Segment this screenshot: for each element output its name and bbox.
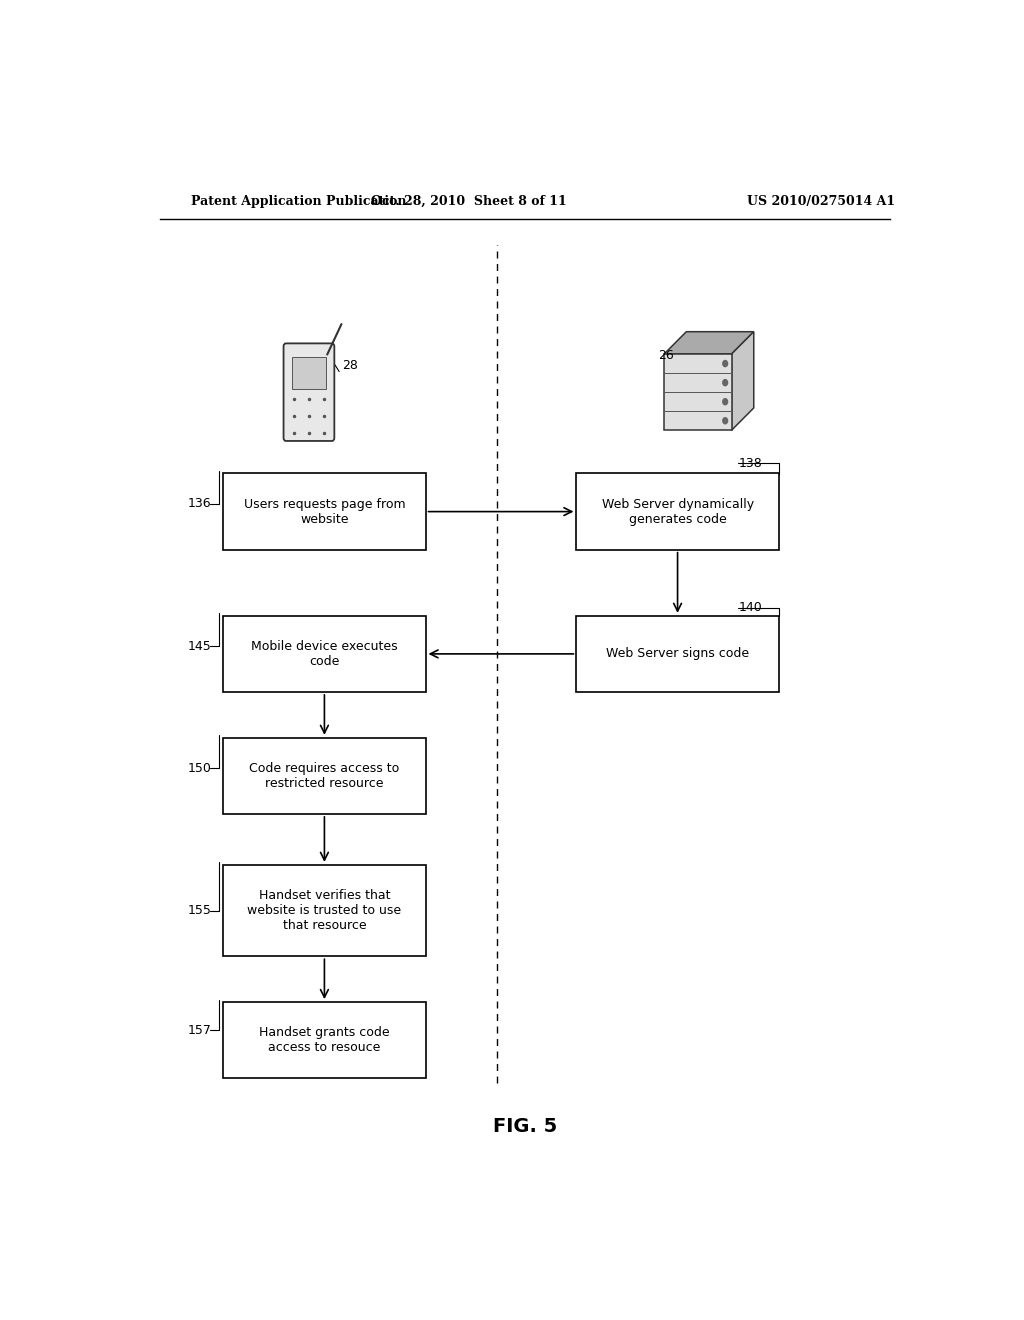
Text: FIG. 5: FIG. 5 — [493, 1117, 557, 1135]
FancyBboxPatch shape — [223, 738, 426, 814]
Text: US 2010/0275014 A1: US 2010/0275014 A1 — [748, 194, 895, 207]
Text: Code requires access to
restricted resource: Code requires access to restricted resou… — [249, 762, 399, 789]
Text: Users requests page from
website: Users requests page from website — [244, 498, 406, 525]
Text: 26: 26 — [658, 348, 674, 362]
Text: 136: 136 — [187, 498, 211, 511]
Circle shape — [723, 380, 728, 385]
Text: 157: 157 — [187, 1024, 211, 1038]
FancyBboxPatch shape — [665, 354, 731, 430]
FancyBboxPatch shape — [223, 1002, 426, 1078]
Text: 138: 138 — [739, 457, 763, 470]
Circle shape — [723, 360, 728, 367]
FancyBboxPatch shape — [284, 343, 334, 441]
Text: 150: 150 — [187, 762, 211, 775]
Text: 155: 155 — [187, 904, 211, 917]
FancyBboxPatch shape — [577, 616, 778, 692]
FancyBboxPatch shape — [223, 616, 426, 692]
Text: Mobile device executes
code: Mobile device executes code — [251, 640, 397, 668]
Text: 140: 140 — [739, 601, 763, 614]
FancyBboxPatch shape — [292, 358, 327, 388]
FancyBboxPatch shape — [577, 474, 778, 549]
Text: Web Server signs code: Web Server signs code — [606, 647, 750, 660]
FancyBboxPatch shape — [223, 474, 426, 549]
Text: Oct. 28, 2010  Sheet 8 of 11: Oct. 28, 2010 Sheet 8 of 11 — [372, 194, 567, 207]
Text: Handset grants code
access to resouce: Handset grants code access to resouce — [259, 1026, 390, 1055]
Circle shape — [723, 399, 728, 405]
Circle shape — [723, 417, 728, 424]
Text: 145: 145 — [187, 640, 211, 653]
Polygon shape — [731, 331, 754, 430]
Text: Web Server dynamically
generates code: Web Server dynamically generates code — [601, 498, 754, 525]
Text: Patent Application Publication: Patent Application Publication — [191, 194, 407, 207]
FancyBboxPatch shape — [223, 865, 426, 956]
Text: Handset verifies that
website is trusted to use
that resource: Handset verifies that website is trusted… — [248, 890, 401, 932]
Polygon shape — [665, 331, 754, 354]
Text: 28: 28 — [342, 359, 358, 372]
